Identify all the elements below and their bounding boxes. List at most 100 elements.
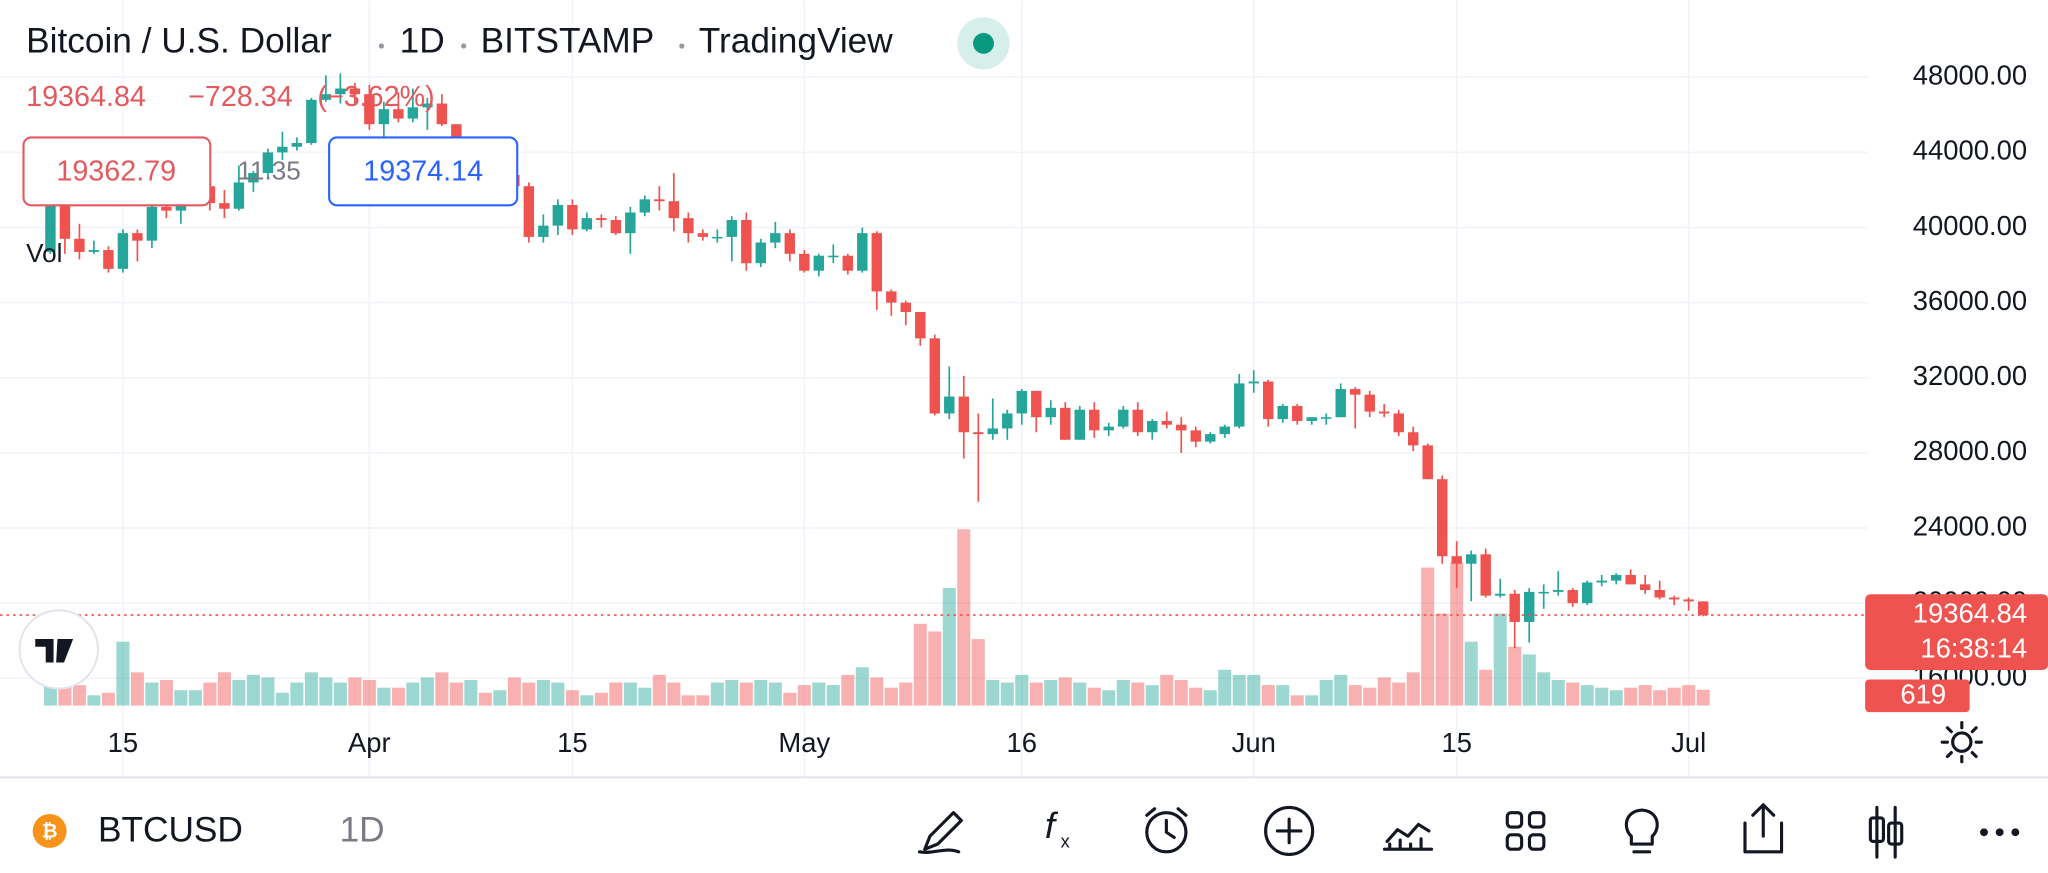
candle-body bbox=[1089, 409, 1100, 431]
alert-icon[interactable] bbox=[1145, 811, 1188, 854]
candle-body bbox=[1161, 420, 1172, 425]
candle-body bbox=[74, 238, 85, 252]
volume-bar bbox=[913, 623, 927, 706]
sell-button[interactable] bbox=[22, 136, 212, 207]
candle-body bbox=[59, 191, 71, 239]
volume-bar bbox=[464, 680, 478, 706]
candle-body bbox=[1494, 593, 1506, 596]
volume-bar bbox=[174, 690, 188, 706]
y-tick-label: 24000.00 bbox=[1913, 510, 2027, 541]
candle-body bbox=[1234, 383, 1245, 427]
candle-body bbox=[784, 233, 796, 254]
share-icon[interactable] bbox=[1743, 803, 1784, 854]
add-icon[interactable] bbox=[1264, 805, 1315, 857]
volume-bar bbox=[681, 695, 695, 706]
buy-button[interactable] bbox=[328, 136, 519, 207]
volume-bar bbox=[1232, 674, 1246, 706]
volume-bar bbox=[1479, 669, 1493, 706]
volume-bar bbox=[478, 692, 492, 706]
volume-bar bbox=[797, 685, 811, 706]
volume-bar bbox=[507, 677, 521, 706]
candle-body bbox=[1697, 601, 1709, 616]
volume-bar bbox=[1363, 687, 1377, 706]
volume-bar bbox=[130, 672, 144, 706]
volume-bar bbox=[1406, 672, 1420, 706]
candle-body bbox=[1523, 591, 1535, 622]
candle-body bbox=[88, 250, 100, 252]
candle-body bbox=[900, 302, 912, 313]
layout-cell bbox=[1527, 811, 1546, 829]
x-tick-label: 15 bbox=[108, 727, 138, 758]
volume-bar bbox=[870, 677, 884, 706]
volume-bar bbox=[739, 682, 753, 706]
volume-bar bbox=[420, 677, 434, 706]
volume-bar bbox=[493, 690, 507, 706]
source: TradingView bbox=[699, 22, 894, 61]
exchange: BITSTAMP bbox=[481, 22, 655, 61]
candle-body bbox=[1480, 554, 1491, 596]
chart-type-icon[interactable] bbox=[1875, 805, 1897, 859]
candle-body bbox=[1190, 430, 1201, 442]
volume-bar bbox=[362, 680, 376, 706]
volume-bar bbox=[1261, 685, 1275, 706]
candle-body bbox=[1277, 405, 1288, 420]
x-tick-label: 15 bbox=[557, 727, 587, 758]
change-percent: (−3.62%) bbox=[317, 81, 434, 113]
candle-body bbox=[1639, 584, 1651, 591]
volume-bar bbox=[101, 692, 115, 706]
volume-bar bbox=[391, 687, 405, 706]
candle-body bbox=[799, 253, 810, 271]
candle-body bbox=[1118, 409, 1129, 427]
separator bbox=[378, 43, 384, 49]
candle-body bbox=[1408, 432, 1419, 446]
candle-body bbox=[1552, 590, 1564, 592]
candle-body bbox=[523, 186, 535, 237]
candle-body bbox=[45, 191, 56, 252]
tv-logo-mark bbox=[35, 638, 74, 663]
market-status[interactable] bbox=[973, 32, 994, 54]
candle-body bbox=[1509, 593, 1520, 622]
volume-bar bbox=[319, 677, 333, 706]
coin-icon[interactable] bbox=[32, 813, 67, 848]
volume-bar bbox=[203, 682, 217, 706]
candle-body bbox=[103, 250, 114, 269]
more-dot[interactable] bbox=[1980, 828, 1988, 837]
volume-bar bbox=[841, 674, 855, 706]
y-tick-label: 28000.00 bbox=[1913, 435, 2027, 466]
candle-body bbox=[422, 103, 433, 108]
volume-bar bbox=[217, 672, 231, 706]
y-tick-label: 44000.00 bbox=[1913, 135, 2027, 166]
draw-icon[interactable] bbox=[917, 811, 963, 854]
volume-bar bbox=[696, 695, 710, 706]
x-tick-label: 15 bbox=[1441, 727, 1471, 758]
x-tick-label: Apr bbox=[348, 727, 391, 758]
volume-bar bbox=[159, 680, 173, 706]
toolbar: ₿ BTCUSD 1D f x bbox=[32, 803, 2020, 859]
candle-body bbox=[973, 432, 984, 435]
settings-icon[interactable] bbox=[1940, 720, 1983, 764]
volume-bar bbox=[1247, 674, 1261, 706]
compare-icon[interactable] bbox=[1382, 822, 1434, 851]
volume-bar bbox=[232, 680, 246, 706]
y-tick-label: 40000.00 bbox=[1913, 210, 2027, 241]
candle-body bbox=[132, 233, 143, 241]
toolbar-interval[interactable]: 1D bbox=[340, 811, 385, 850]
candle-body bbox=[813, 255, 825, 271]
gear-rays bbox=[1940, 720, 1983, 764]
volume-bar bbox=[1551, 680, 1565, 706]
layouts-icon[interactable] bbox=[1505, 811, 1546, 851]
volume-pane bbox=[43, 529, 1710, 706]
volume-bar bbox=[1653, 690, 1667, 706]
volume-bar bbox=[536, 680, 550, 706]
candle-body bbox=[1132, 409, 1143, 433]
ask: 19374.14 bbox=[363, 155, 483, 187]
candle-body bbox=[393, 109, 404, 119]
volume-bar bbox=[884, 687, 898, 706]
toolbar-symbol[interactable]: BTCUSD bbox=[98, 811, 243, 850]
ideas-icon[interactable] bbox=[1624, 808, 1659, 854]
volume-bar bbox=[116, 641, 130, 706]
candle-body bbox=[552, 204, 564, 226]
candle-body bbox=[596, 218, 607, 221]
candle-body bbox=[1581, 582, 1593, 604]
volume-bar bbox=[594, 692, 608, 706]
